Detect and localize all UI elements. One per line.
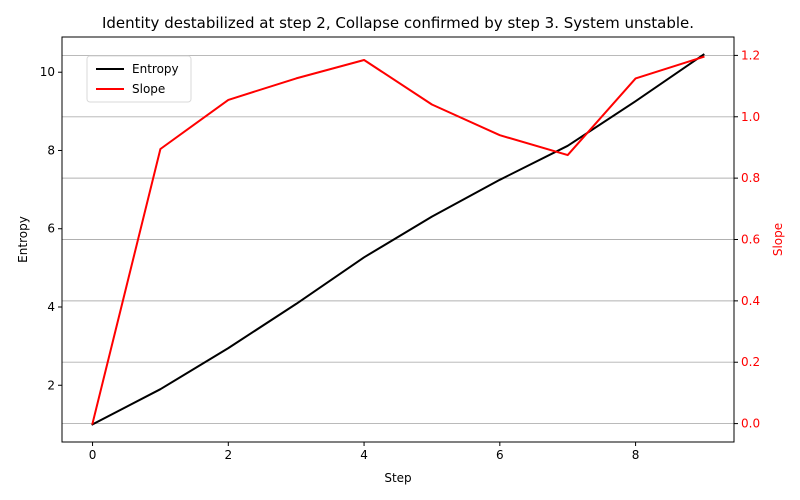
series-line-entropy	[91, 53, 705, 426]
x-tick-label: 2	[224, 448, 232, 462]
x-axis-label: Step	[384, 471, 411, 485]
series-line-slope	[91, 55, 705, 425]
y-left-tick-label: 10	[40, 65, 55, 79]
y-axis-left-label: Entropy	[16, 216, 30, 263]
y-left-tick-label: 4	[47, 300, 55, 314]
x-tick-label: 8	[632, 448, 640, 462]
x-tick-label: 0	[89, 448, 97, 462]
y-axis-left: 2 4 6 8 10	[40, 65, 62, 392]
legend-label: Entropy	[132, 62, 179, 76]
y-axis-right: 0.0 0.2 0.4 0.6 0.8 1.0 1.2	[734, 48, 760, 431]
x-tick-label: 4	[360, 448, 368, 462]
legend: Entropy Slope	[86, 55, 192, 103]
x-axis: 0 2 4 6 8	[89, 442, 640, 462]
y-left-tick-label: 6	[47, 222, 55, 236]
y-right-tick-label: 0.0	[741, 417, 760, 431]
y-right-tick-label: 0.8	[741, 171, 760, 185]
y-axis-right-label: Slope	[771, 223, 785, 256]
x-tick-label: 6	[496, 448, 504, 462]
y-left-tick-label: 8	[47, 143, 55, 157]
legend-label: Slope	[132, 82, 165, 96]
y-right-tick-label: 1.2	[741, 48, 760, 62]
legend-box	[86, 55, 192, 103]
y-right-tick-label: 0.4	[741, 294, 760, 308]
y-left-tick-label: 2	[47, 378, 55, 392]
y-right-tick-label: 0.2	[741, 355, 760, 369]
grid-lines	[62, 54, 734, 425]
chart-title: Identity destabilized at step 2, Collaps…	[102, 14, 694, 32]
y-right-tick-label: 0.6	[741, 233, 760, 247]
y-right-tick-label: 1.0	[741, 110, 760, 124]
series-lines	[91, 53, 705, 426]
